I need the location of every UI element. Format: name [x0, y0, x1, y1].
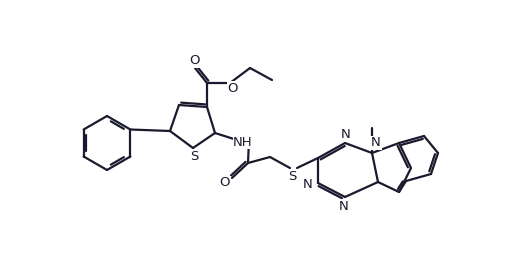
Text: N: N [371, 136, 381, 150]
Text: O: O [190, 55, 200, 68]
Text: N: N [339, 199, 349, 213]
Text: N: N [303, 179, 313, 192]
Text: S: S [190, 151, 198, 164]
Text: O: O [228, 82, 238, 94]
Text: O: O [220, 177, 230, 189]
Text: S: S [288, 170, 296, 183]
Text: NH: NH [233, 135, 253, 149]
Text: N: N [341, 129, 351, 141]
